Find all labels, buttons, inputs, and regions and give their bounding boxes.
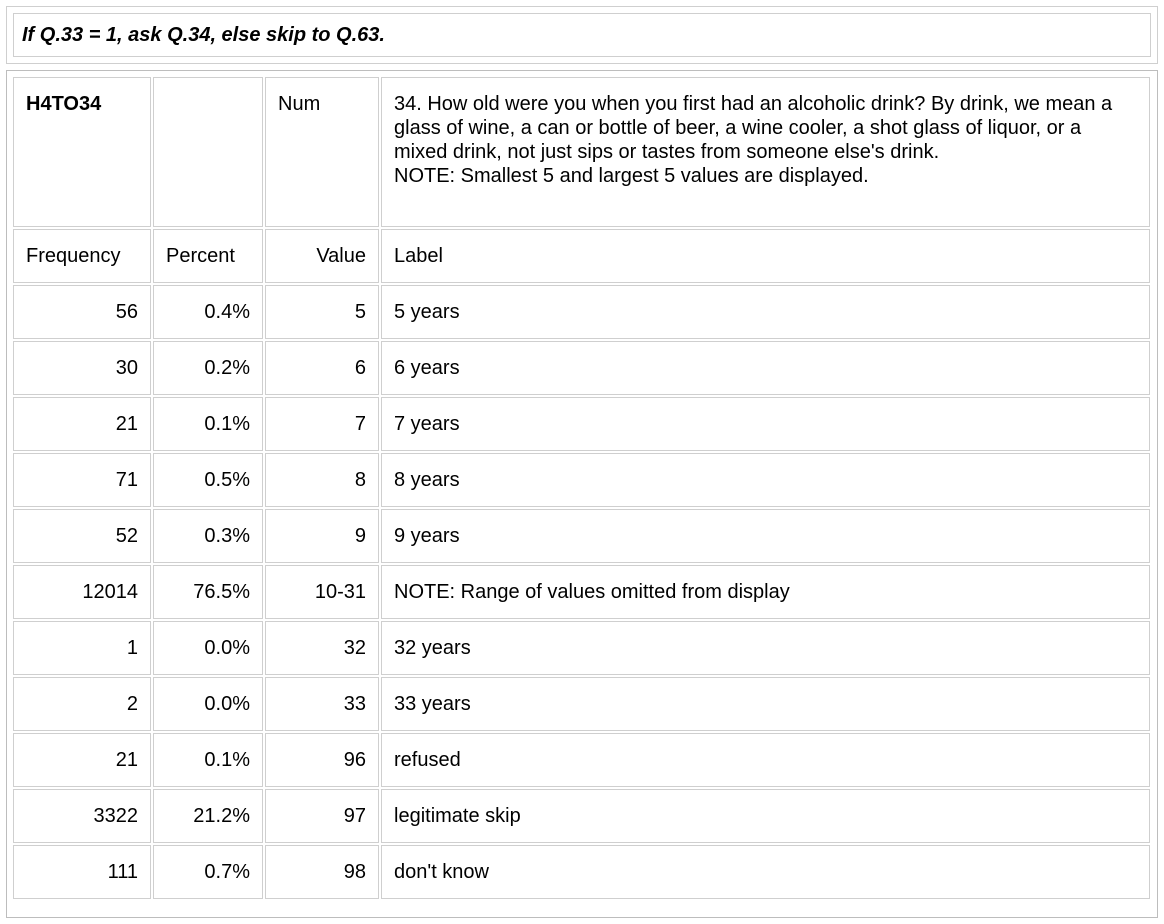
percent-cell: 0.4% (153, 285, 263, 339)
label-cell: NOTE: Range of values omitted from displ… (381, 565, 1150, 619)
table-row: 12014 76.5% 10-31 NOTE: Range of values omi… (13, 565, 1150, 619)
table-row: 111 0.7% 98 don't know (13, 845, 1150, 899)
percent-cell: 0.0% (153, 621, 263, 675)
percent-cell: 0.0% (153, 677, 263, 731)
variable-type: Num (265, 77, 379, 227)
label-cell: 6 years (381, 341, 1150, 395)
table-row: 1 0.0% 32 32 years (13, 621, 1150, 675)
header-row: Frequency Percent Value Label (13, 229, 1150, 283)
table-row: 21 0.1% 96 refused (13, 733, 1150, 787)
frequency-table: H4TO34 Num 34. How old were you when you… (11, 75, 1152, 901)
percent-cell: 0.7% (153, 845, 263, 899)
percent-cell: 0.3% (153, 509, 263, 563)
frequency-cell: 1 (13, 621, 151, 675)
question-text: 34. How old were you when you first had … (394, 93, 1113, 163)
percent-cell: 21.2% (153, 789, 263, 843)
value-cell: 6 (265, 341, 379, 395)
table-row: 2 0.0% 33 33 years (13, 677, 1150, 731)
value-cell: 7 (265, 397, 379, 451)
skip-instruction: If Q.33 = 1, ask Q.34, else skip to Q.63… (13, 13, 1151, 57)
label-cell: 9 years (381, 509, 1150, 563)
table-row: 3322 21.2% 97 legitimate skip (13, 789, 1150, 843)
label-cell: 32 years (381, 621, 1150, 675)
codebook-table: H4TO34 Num 34. How old were you when you… (6, 70, 1158, 918)
header-frequency: Frequency (13, 229, 151, 283)
percent-cell: 76.5% (153, 565, 263, 619)
table-row: 30 0.2% 6 6 years (13, 341, 1150, 395)
skip-instruction-box: If Q.33 = 1, ask Q.34, else skip to Q.63… (6, 6, 1158, 64)
header-value: Value (265, 229, 379, 283)
frequency-cell: 12014 (13, 565, 151, 619)
table-row: 56 0.4% 5 5 years (13, 285, 1150, 339)
frequency-cell: 2 (13, 677, 151, 731)
value-cell: 98 (265, 845, 379, 899)
frequency-cell: 52 (13, 509, 151, 563)
value-cell: 10-31 (265, 565, 379, 619)
header-percent: Percent (153, 229, 263, 283)
table-row: 52 0.3% 9 9 years (13, 509, 1150, 563)
value-cell: 5 (265, 285, 379, 339)
variable-name: H4TO34 (13, 77, 151, 227)
variable-empty-cell (153, 77, 263, 227)
frequency-cell: 21 (13, 397, 151, 451)
frequency-cell: 111 (13, 845, 151, 899)
label-cell: 33 years (381, 677, 1150, 731)
label-cell: 5 years (381, 285, 1150, 339)
label-cell: legitimate skip (381, 789, 1150, 843)
percent-cell: 0.5% (153, 453, 263, 507)
value-cell: 32 (265, 621, 379, 675)
label-cell: 8 years (381, 453, 1150, 507)
label-cell: refused (381, 733, 1150, 787)
table-row: 21 0.1% 7 7 years (13, 397, 1150, 451)
table-row: 71 0.5% 8 8 years (13, 453, 1150, 507)
value-cell: 33 (265, 677, 379, 731)
label-cell: 7 years (381, 397, 1150, 451)
frequency-cell: 3322 (13, 789, 151, 843)
frequency-cell: 21 (13, 733, 151, 787)
label-cell: don't know (381, 845, 1150, 899)
variable-question-cell: 34. How old were you when you first had … (381, 77, 1150, 227)
percent-cell: 0.1% (153, 397, 263, 451)
variable-row: H4TO34 Num 34. How old were you when you… (13, 77, 1150, 227)
frequency-cell: 71 (13, 453, 151, 507)
value-cell: 96 (265, 733, 379, 787)
question-note: NOTE: Smallest 5 and largest 5 values ar… (394, 165, 869, 187)
value-cell: 8 (265, 453, 379, 507)
percent-cell: 0.2% (153, 341, 263, 395)
value-cell: 9 (265, 509, 379, 563)
header-label: Label (381, 229, 1150, 283)
frequency-cell: 56 (13, 285, 151, 339)
frequency-cell: 30 (13, 341, 151, 395)
value-cell: 97 (265, 789, 379, 843)
percent-cell: 0.1% (153, 733, 263, 787)
